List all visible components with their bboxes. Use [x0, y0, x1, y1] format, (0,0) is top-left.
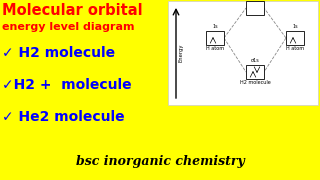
Bar: [286, 31, 304, 45]
Text: σ1s: σ1s: [251, 58, 260, 64]
Text: 1s: 1s: [212, 24, 218, 30]
Text: bsc inorganic chemistry: bsc inorganic chemistry: [76, 155, 244, 168]
Text: H atom: H atom: [206, 46, 224, 51]
Text: ✓ He2 molecule: ✓ He2 molecule: [2, 110, 124, 124]
Bar: [246, 1, 264, 15]
Bar: [206, 31, 224, 45]
Text: H atom: H atom: [286, 46, 304, 51]
Bar: [246, 65, 264, 79]
Text: ✓H2 +  molecule: ✓H2 + molecule: [2, 78, 132, 92]
Bar: [168, 1, 318, 105]
Text: Molecular orbital: Molecular orbital: [2, 3, 143, 18]
Text: 1s: 1s: [292, 24, 298, 30]
Text: energy level diagram: energy level diagram: [2, 22, 134, 32]
Text: Energy: Energy: [178, 44, 183, 62]
Text: ✓ H2 molecule: ✓ H2 molecule: [2, 46, 115, 60]
Text: H2 molecule: H2 molecule: [240, 80, 270, 86]
